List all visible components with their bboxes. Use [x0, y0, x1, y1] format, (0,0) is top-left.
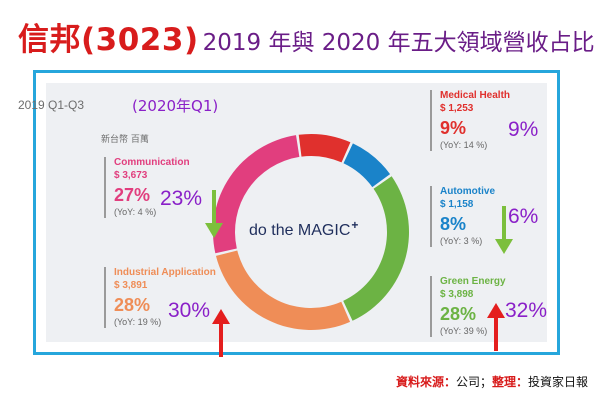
segment-value: $ 1,158	[440, 199, 474, 210]
source-note: 資料來源：公司；整理：投資家日報	[396, 373, 588, 390]
title-subtitle: 2019 年與 2020 年五大領域營收占比	[202, 30, 595, 56]
q1-2020-value-green: 32%	[505, 299, 548, 322]
q1-2020-value-automotive: 6%	[508, 205, 539, 228]
donut-slices	[212, 134, 409, 330]
segment-percent: 27%	[114, 185, 151, 205]
chart-panel	[46, 83, 547, 342]
donut-slice-industrial	[215, 250, 351, 330]
segment-name: Automotive	[440, 186, 495, 197]
down-arrow-icon	[205, 190, 223, 238]
segment-label-automotive: Automotive $ 1,158 8% (YoY: 3 %)	[430, 186, 495, 247]
source-value: 公司；	[455, 375, 492, 389]
up-arrow-icon	[487, 303, 505, 351]
segment-name: Green Energy	[440, 276, 506, 287]
chart-frame	[33, 70, 560, 355]
compiler-value: 投資家日報	[527, 375, 588, 389]
segment-percent: 8%	[440, 214, 467, 234]
center-label: do the MAGIC+	[249, 218, 358, 239]
segment-label-industrial: Industrial Application $ 3,891 28% (YoY: 19…	[104, 267, 216, 328]
segment-yoy: (YoY: 39 %)	[440, 326, 488, 336]
q1-2020-value-medical: 9%	[508, 118, 539, 141]
segment-yoy: (YoY: 3 %)	[440, 236, 483, 246]
donut-slice-automotive	[343, 143, 391, 188]
segment-yoy: (YoY: 19 %)	[114, 317, 162, 327]
segment-percent: 28%	[440, 304, 477, 324]
segment-label-green: Green Energy $ 3,898 28% (YoY: 39 %)	[430, 276, 506, 337]
segment-value: $ 3,891	[114, 280, 148, 291]
segment-name: Communication	[114, 157, 190, 168]
segment-percent: 28%	[114, 295, 151, 315]
up-arrow-icon	[212, 309, 230, 357]
donut-slice-green	[343, 176, 409, 321]
segment-yoy: (YoY: 4 %)	[114, 207, 157, 217]
period-label: 2019 Q1-Q3	[18, 98, 85, 112]
down-arrow-icon	[495, 206, 513, 254]
donut-slice-medical	[298, 134, 351, 163]
segment-percent: 9%	[440, 118, 467, 138]
segment-name: Industrial Application	[114, 267, 216, 278]
q1-2020-value-industrial: 30%	[168, 299, 211, 322]
compiler-label: 整理：	[491, 375, 528, 389]
chart-title: 信邦(3023) 2019 年與 2020 年五大領域營收占比	[18, 14, 595, 59]
segment-value: $ 1,253	[440, 103, 474, 114]
segment-yoy: (YoY: 14 %)	[440, 140, 488, 150]
title-company: 信邦(3023)	[18, 22, 199, 58]
segment-name: Medical Health	[440, 90, 511, 101]
segment-value: $ 3,898	[440, 289, 474, 300]
source-label: 資料來源：	[395, 375, 456, 389]
segment-label-medical: Medical Health $ 1,253 9% (YoY: 14 %)	[430, 90, 510, 151]
segment-value: $ 3,673	[114, 170, 148, 181]
segment-label-communication: Communication $ 3,673 27% (YoY: 4 %)	[104, 157, 190, 218]
unit-label: 新台幣 百萬	[101, 135, 149, 145]
donut-slice-communication	[212, 135, 300, 254]
period-2020-q1-label: (2020年Q1)	[132, 97, 219, 115]
q1-2020-value-communication: 23%	[160, 187, 203, 210]
